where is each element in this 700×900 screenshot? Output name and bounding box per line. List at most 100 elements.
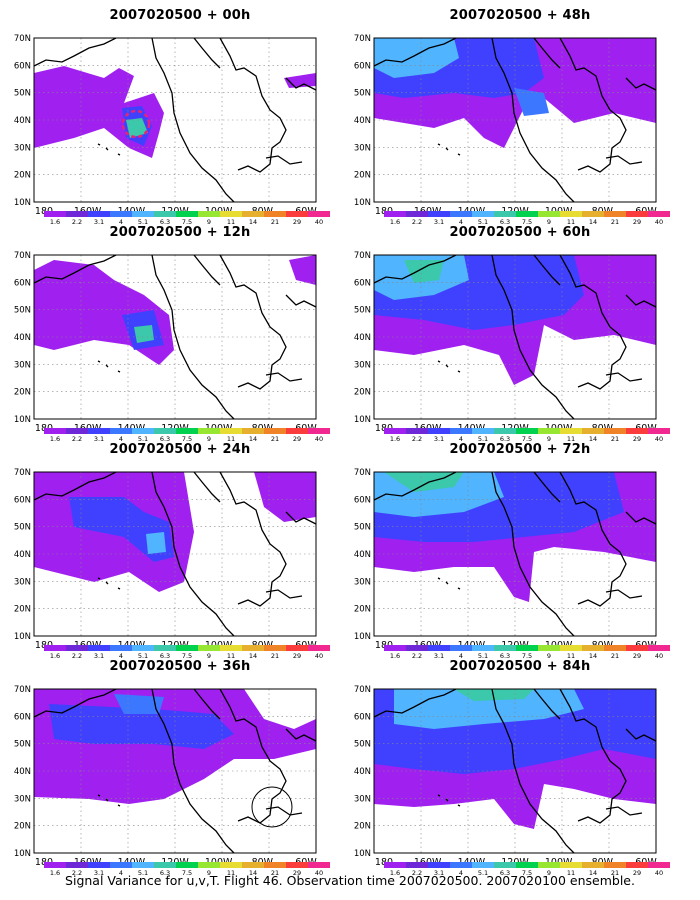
coastline <box>285 511 316 525</box>
legend-swatch <box>110 428 132 434</box>
legend-value: 29 <box>633 869 641 875</box>
legend-value: 4 <box>459 869 463 875</box>
panel-title: 2007020500 + 60h <box>449 225 591 240</box>
lat-label: 50N <box>354 89 371 99</box>
legend-value: 21 <box>271 652 279 658</box>
panel-12h: 2007020500 + 12h 70N60N50N40N30N20N10N18… <box>10 225 350 441</box>
lat-label: 20N <box>354 388 371 398</box>
legend-swatch <box>154 211 176 217</box>
legend-value: 11 <box>567 435 575 441</box>
legend-swatch <box>154 645 176 651</box>
legend-swatch <box>626 645 648 651</box>
legend-value: 21 <box>611 435 619 441</box>
legend-swatch <box>648 211 670 217</box>
legend-value: 2.2 <box>72 652 82 658</box>
legend-value: 7.5 <box>182 869 192 875</box>
legend-value: 14 <box>589 435 597 441</box>
panel-84h: 2007020500 + 84h 70N60N50N40N30N20N10N18… <box>350 659 690 875</box>
lat-label: 40N <box>14 767 31 777</box>
lat-label: 30N <box>14 577 31 587</box>
lat-label: 30N <box>354 143 371 153</box>
legend-value: 6.3 <box>500 869 510 875</box>
legend-swatch <box>132 645 154 651</box>
lat-label: 10N <box>354 198 371 208</box>
legend-swatch <box>604 862 626 868</box>
coastline <box>265 589 303 599</box>
lat-label: 60N <box>14 278 31 288</box>
coastline <box>265 155 303 165</box>
coastline <box>97 577 121 590</box>
legend-value: 5.1 <box>478 435 488 441</box>
coastline <box>374 38 457 67</box>
coastline <box>374 689 457 718</box>
map-frame <box>373 37 657 203</box>
legend-swatch <box>132 428 154 434</box>
coastline <box>285 77 316 91</box>
legend-value: 11 <box>227 435 235 441</box>
map-frame <box>33 471 317 637</box>
legend-value: 4 <box>459 652 463 658</box>
coastline <box>491 472 575 636</box>
legend-swatch <box>428 645 450 651</box>
coastline <box>193 38 221 69</box>
variance-field <box>49 704 234 749</box>
legend-swatch <box>428 428 450 434</box>
legend-value: 3.1 <box>434 869 444 875</box>
legend-value: 4 <box>459 435 463 441</box>
lat-label: 50N <box>354 523 371 533</box>
legend-value: 2.2 <box>412 435 422 441</box>
legend-value: 9 <box>207 435 211 441</box>
legend-swatch <box>176 645 198 651</box>
coastline <box>559 255 627 390</box>
legend-swatch <box>264 862 286 868</box>
legend-swatch <box>494 428 516 434</box>
legend-value: 14 <box>589 652 597 658</box>
legend-value: 5.1 <box>478 652 488 658</box>
legend-value: 9 <box>547 435 551 441</box>
legend-swatch <box>494 211 516 217</box>
lat-label: 60N <box>14 712 31 722</box>
legend-swatch <box>176 211 198 217</box>
legend-value: 14 <box>589 218 597 224</box>
variance-field <box>404 260 444 283</box>
legend-swatch <box>648 645 670 651</box>
lat-label: 50N <box>354 306 371 316</box>
legend-value: 3.1 <box>94 652 104 658</box>
legend-value: 40 <box>655 869 663 875</box>
variance-field <box>254 472 316 522</box>
lat-label: 40N <box>354 116 371 126</box>
legend-value: 1.6 <box>50 652 60 658</box>
coastline <box>559 472 627 607</box>
coastline <box>491 689 575 853</box>
legend-swatch <box>626 862 648 868</box>
legend-swatch <box>582 862 604 868</box>
panel-title: 2007020500 + 12h <box>109 225 251 240</box>
legend-swatch <box>44 211 66 217</box>
legend-value: 6.3 <box>160 652 170 658</box>
coastline <box>491 255 575 419</box>
coastline <box>219 255 287 390</box>
lat-label: 70N <box>14 468 31 478</box>
legend-swatch <box>472 862 494 868</box>
legend-value: 11 <box>227 218 235 224</box>
variance-field <box>374 38 459 78</box>
legend-value: 5.1 <box>138 869 148 875</box>
coastline <box>151 38 235 202</box>
lat-label: 50N <box>14 306 31 316</box>
lat-label: 20N <box>14 171 31 181</box>
lat-label: 10N <box>14 198 31 208</box>
map-frame <box>373 254 657 420</box>
legend-swatch <box>264 645 286 651</box>
legend-value: 11 <box>567 869 575 875</box>
legend-swatch <box>220 211 242 217</box>
legend-swatch <box>220 428 242 434</box>
lat-label: 10N <box>14 415 31 425</box>
variance-field <box>146 532 166 554</box>
legend-value: 1.6 <box>50 869 60 875</box>
legend-swatch <box>384 211 406 217</box>
legend-swatch <box>198 862 220 868</box>
panel-60h: 2007020500 + 60h 70N60N50N40N30N20N10N18… <box>350 225 690 441</box>
legend-swatch <box>88 428 110 434</box>
legend-value: 6.3 <box>160 435 170 441</box>
legend-value: 4 <box>119 218 123 224</box>
